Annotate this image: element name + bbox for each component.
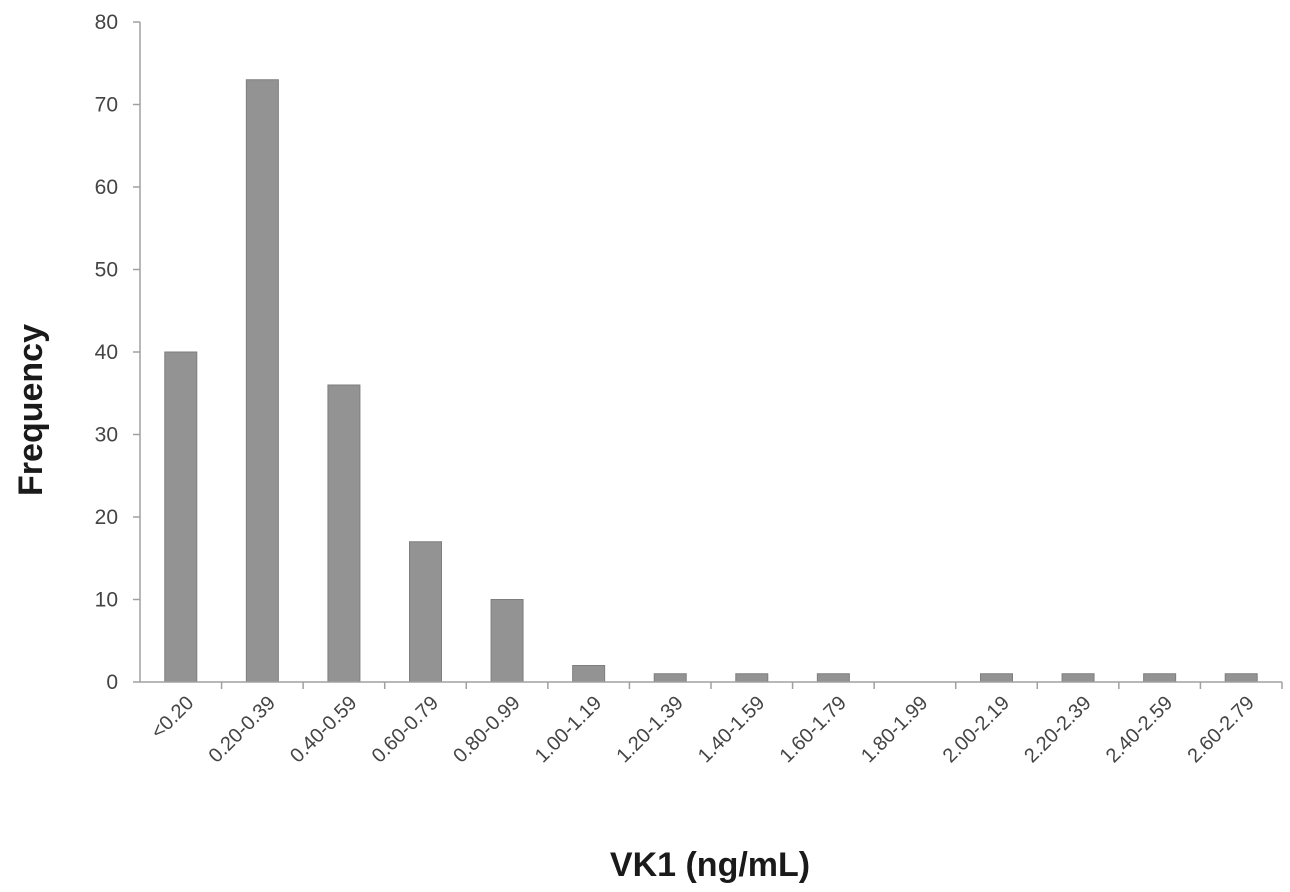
bar [409, 541, 442, 683]
x-tick-label: 2.40-2.59 [1102, 692, 1177, 767]
x-axis-ticks: <0.20 0.20-0.39 0.40-0.59 0.60-0.79 0.80-0.9… [147, 682, 1283, 767]
bar [1224, 673, 1258, 683]
bar [980, 673, 1013, 683]
y-tick-label: 70 [95, 94, 118, 117]
bar [1143, 673, 1177, 683]
y-tick-label: 30 [95, 424, 118, 447]
x-tick-label: 1.20-1.39 [612, 692, 687, 767]
x-tick-label: 2.60-2.79 [1183, 692, 1258, 767]
x-axis-title: VK1 (ng/mL) [610, 846, 810, 884]
bar [164, 351, 198, 683]
bar [245, 79, 279, 683]
x-tick-label: <0.20 [147, 692, 198, 743]
bar [1061, 673, 1095, 683]
bar [735, 673, 769, 683]
bar [490, 599, 524, 683]
y-tick-label: 20 [95, 506, 118, 529]
y-tick-label: 40 [95, 341, 118, 364]
x-tick-label: 0.80-0.99 [449, 692, 524, 767]
y-tick-label: 60 [95, 176, 118, 199]
y-axis-ticks: 0 10 20 30 40 50 60 70 80 [95, 11, 140, 694]
bar [572, 665, 606, 683]
x-tick-label: 2.20-2.39 [1020, 692, 1095, 767]
y-axis-title: Frequency [12, 324, 50, 496]
x-tick-label: 1.80-1.99 [857, 692, 932, 767]
y-tick-label: 80 [95, 11, 118, 34]
bar [816, 673, 850, 683]
bar [653, 673, 687, 683]
bar [327, 384, 361, 683]
x-tick-label: 1.40-1.59 [694, 692, 769, 767]
x-tick-label: 0.60-0.79 [368, 692, 443, 767]
bars-group [164, 79, 1258, 683]
x-tick-label: 1.00-1.19 [531, 692, 606, 767]
x-tick-label: 0.20-0.39 [205, 692, 280, 767]
y-tick-label: 50 [95, 259, 118, 282]
y-tick-label: 10 [95, 589, 118, 612]
x-tick-label: 1.60-1.79 [776, 692, 851, 767]
y-tick-label: 0 [106, 671, 118, 694]
x-tick-label: 0.40-0.59 [286, 692, 361, 767]
x-tick-label: 2.00-2.19 [939, 692, 1014, 767]
